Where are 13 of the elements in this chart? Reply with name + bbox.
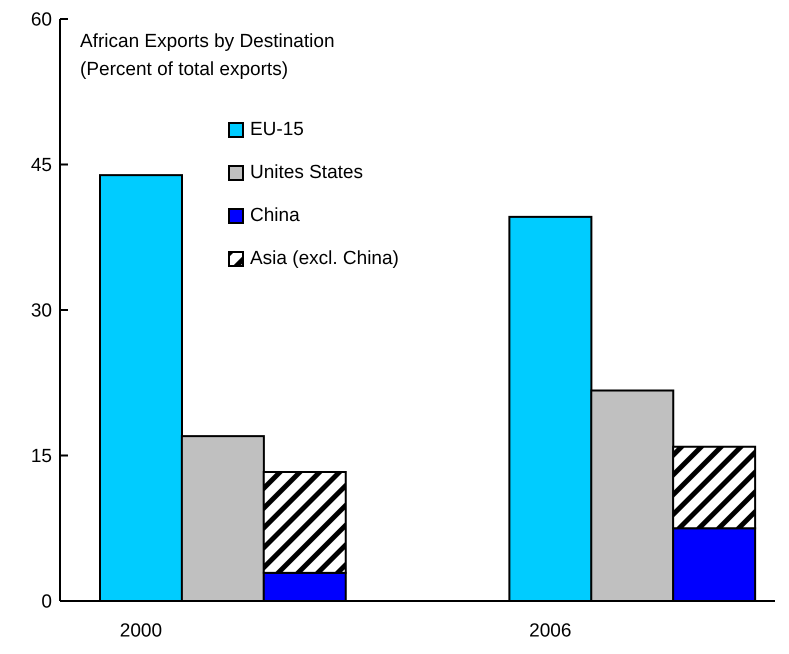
y-tick-label: 45 <box>30 155 52 176</box>
legend-label: EU-15 <box>250 118 304 140</box>
text: (Percent of total exports) <box>80 58 290 82</box>
x-tick-label: 2006 <box>529 620 572 642</box>
x-tick-label: 2000 <box>120 620 162 642</box>
y-tick-label: 60 <box>30 10 52 31</box>
legend-label: Asia (excl. China) <box>250 248 399 270</box>
legend-label: Unites States <box>250 162 363 184</box>
y-tick-label: 30 <box>30 300 52 322</box>
y-tick-label: 0 <box>41 592 52 613</box>
legend-label: China <box>250 204 300 226</box>
y-tick-label: 15 <box>30 446 52 468</box>
text: African Exports by Destination <box>80 30 335 54</box>
